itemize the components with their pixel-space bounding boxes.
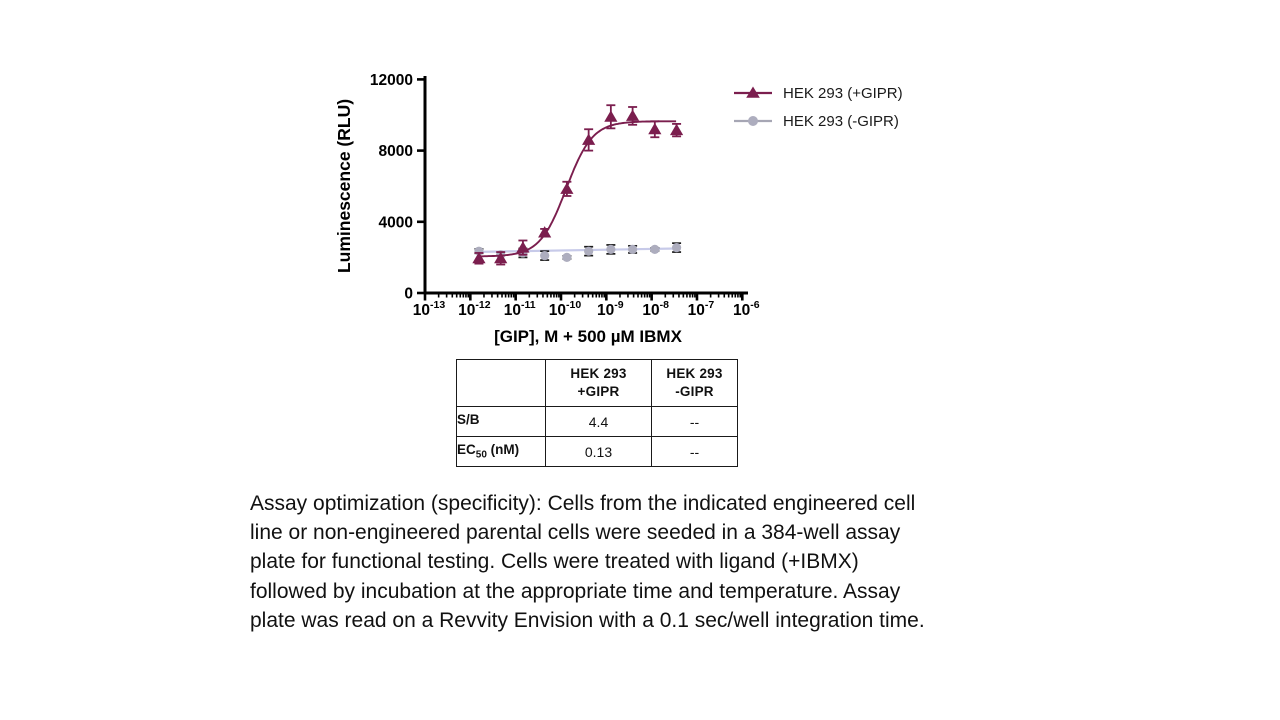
triangle-series-marker-icon [734, 86, 772, 98]
assay-stats-table: HEK 293 +GIPR HEK 293 -GIPR S/B 4.4 -- E… [456, 359, 738, 467]
y-tick-label: 8000 [379, 143, 413, 160]
x-tick-label: 10-8 [642, 299, 669, 319]
ec50-value-gipr-positive: 0.13 [545, 436, 652, 467]
row-label-text: S/B [457, 412, 480, 428]
x-tick-label: 10-6 [733, 299, 760, 319]
table-row-ec50: EC50 (nM) 0.13 -- [456, 436, 738, 467]
x-axis-title: [GIP], M + 500 µM IBMX [494, 327, 683, 346]
row-label-rest: (nM) [486, 442, 520, 458]
sb-value-gipr-positive: 4.4 [545, 406, 652, 437]
ec50-value-gipr-negative: -- [651, 436, 738, 467]
caption-line: Assay optimization (specificity): Cells … [250, 492, 916, 515]
legend-item-gipr-positive: HEK 293 (+GIPR) [733, 79, 903, 107]
table-corner-cell [456, 359, 546, 407]
legend-label-gipr-positive: HEK 293 (+GIPR) [783, 84, 903, 102]
row-label-sb: S/B [456, 406, 546, 437]
caption-line: line or non-engineered parental cells we… [250, 521, 901, 545]
row-label-ec50: EC50 (nM) [456, 436, 546, 467]
header-line2: -GIPR [675, 384, 714, 399]
caption-line: plate for functional testing. Cells were… [250, 550, 859, 574]
x-tick-label: 10-11 [504, 299, 536, 319]
series-hek293-minus-gipr [474, 242, 682, 262]
axis-labels: 0 4000 8000 12000 10-13 10-12 10-11 10-10 10-9 10… [334, 72, 760, 346]
table-header-row: HEK 293 +GIPR HEK 293 -GIPR [456, 359, 738, 407]
chart-legend: HEK 293 (+GIPR) HEK 293 (-GIPR) [733, 79, 903, 135]
row-label-sub: 50 [475, 449, 487, 461]
table-header-gipr-positive: HEK 293 +GIPR [545, 359, 652, 407]
header-line2: +GIPR [577, 384, 620, 399]
table-header-gipr-negative: HEK 293 -GIPR [651, 359, 738, 407]
x-tick-label: 10-13 [413, 299, 446, 319]
y-tick-label: 4000 [379, 214, 413, 231]
dose-response-chart: 0 4000 8000 12000 10-13 10-12 10-11 10-10 10-9 10… [330, 50, 950, 365]
legend-item-gipr-negative: HEK 293 (-GIPR) [733, 107, 903, 135]
x-tick-label: 10-7 [688, 299, 715, 319]
chart-svg: 0 4000 8000 12000 10-13 10-12 10-11 10-10 10-9 10… [334, 72, 760, 346]
sb-value-gipr-negative: -- [651, 406, 738, 437]
y-axis-title: Luminescence (RLU) [334, 99, 354, 273]
series-hek293-plus-gipr [472, 104, 684, 266]
figure-caption: Assay optimization (specificity): Cells … [250, 489, 1050, 635]
header-line1: HEK 293 [666, 366, 723, 382]
y-tick-label: 0 [404, 286, 413, 303]
legend-label-gipr-negative: HEK 293 (-GIPR) [783, 112, 899, 130]
x-tick-label: 10-10 [549, 299, 582, 319]
x-tick-label: 10-9 [597, 299, 624, 319]
caption-line: followed by incubation at the appropriat… [250, 579, 901, 603]
x-tick-label: 10-12 [458, 299, 491, 319]
caption-line: plate was read on a Revvity Envision wit… [250, 608, 925, 632]
header-line1: HEK 293 [570, 366, 627, 382]
table-row-sb: S/B 4.4 -- [456, 406, 738, 437]
row-label-text: EC [457, 442, 476, 458]
y-tick-label: 12000 [370, 72, 413, 89]
axes [417, 76, 748, 301]
circle-series-marker-icon [734, 116, 772, 126]
